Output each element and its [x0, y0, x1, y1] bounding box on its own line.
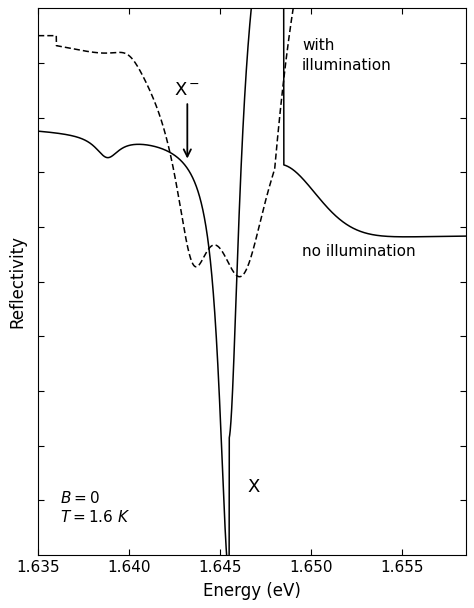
Text: $B = 0$
$T = 1.6$ K: $B = 0$ $T = 1.6$ K: [60, 490, 130, 525]
Y-axis label: Reflectivity: Reflectivity: [9, 235, 27, 328]
Text: no illumination: no illumination: [302, 244, 416, 259]
X-axis label: Energy (eV): Energy (eV): [203, 582, 301, 599]
Text: with
illumination: with illumination: [302, 38, 392, 73]
Text: $\mathrm{X}^-$: $\mathrm{X}^-$: [174, 80, 201, 157]
Text: $\mathrm{X}$: $\mathrm{X}$: [247, 477, 261, 496]
